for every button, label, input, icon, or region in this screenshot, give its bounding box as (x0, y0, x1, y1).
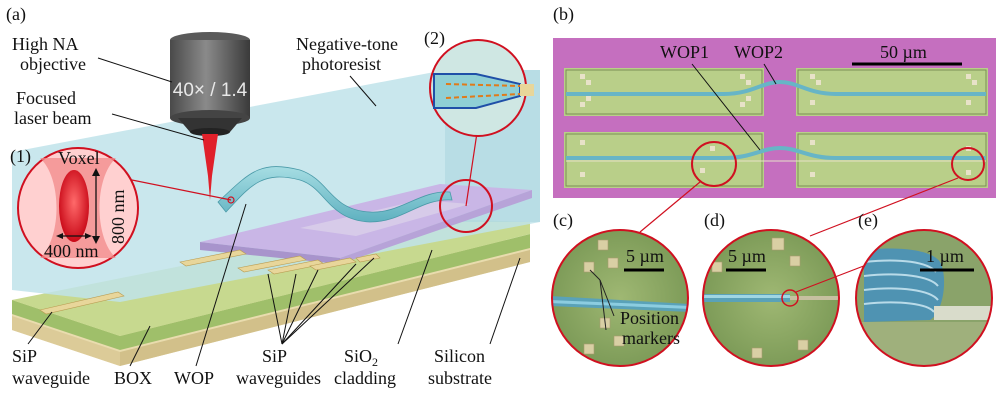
panel-c-label: (c) (553, 210, 573, 231)
panel-d-frame (702, 229, 840, 367)
wop-leader (195, 203, 247, 367)
panel-c: (c) 5 µm Position markers (551, 210, 689, 367)
panel-e-label: (e) (858, 210, 878, 231)
photoresist-label-line2: photoresist (302, 54, 381, 74)
silicon-label-line1: Silicon (434, 346, 485, 366)
panel-d-label: (d) (704, 210, 725, 231)
wop-structure (217, 166, 453, 223)
sio2-label-line2: cladding (334, 368, 396, 388)
zoom-circle-e-source (781, 289, 799, 307)
zoom-leader-c (639, 181, 701, 233)
sip-waveguides-label-line1: SiP (262, 346, 287, 366)
sip-waveguide-leader (27, 311, 53, 345)
scale-label-d: 5 µm (728, 246, 766, 266)
scale-label-c: 5 µm (626, 246, 664, 266)
sio2-leader (397, 249, 433, 345)
scale-label-e: 1 µm (926, 246, 964, 266)
wop1-label: WOP1 (660, 42, 709, 62)
objective-lens: 40× / 1.4 (170, 32, 250, 136)
panel-a: (a) (6, 4, 540, 388)
objective-magnification-text: 40× / 1.4 (173, 80, 248, 101)
wop-label: WOP (174, 368, 214, 388)
objective-label-line2: objective (20, 54, 86, 74)
voxel-label: Voxel (58, 148, 100, 168)
voxel-height-label: 800 nm (108, 189, 128, 244)
markers-label-line1: Position (620, 308, 679, 328)
panel-b-label: (b) (553, 4, 574, 25)
sip-waveguide-label-line2: waveguide (12, 368, 90, 388)
objective-label-line1: High NA (12, 34, 79, 54)
panel-b: (b) (553, 4, 996, 237)
voxel-ellipse (59, 170, 89, 242)
inset-voxel: Voxel 800 nm 400 nm (1) (10, 146, 232, 269)
wop2-label: WOP2 (734, 42, 783, 62)
scale-label-50um: 50 µm (880, 42, 927, 62)
laser-leader (111, 113, 205, 141)
panel-d: (d) 5 µm (702, 210, 875, 367)
panel-a-label: (a) (6, 4, 26, 25)
wop2-leader (763, 63, 777, 85)
zoom-circle-c-source (691, 141, 737, 187)
wop1-wire (566, 145, 986, 160)
wop2-wire (566, 79, 986, 96)
zoom-leader-d (809, 177, 959, 237)
panel-e: (e) 1 µm (855, 210, 993, 367)
wop1-leader (691, 63, 761, 151)
sip-waveguides (39, 249, 381, 315)
markers-label-line2: markers (622, 328, 680, 348)
panel-c-frame (551, 229, 689, 367)
photoresist-leader (349, 75, 377, 107)
panel-e-frame (855, 229, 993, 367)
inset-taper: (2) (424, 28, 534, 233)
sip-waveguides-leaders (267, 257, 375, 345)
laser-label-line1: Focused (16, 88, 76, 108)
sip-waveguide-label-line1: SiP (12, 346, 37, 366)
objective-leader (97, 57, 173, 83)
voxel-width-label: 400 nm (44, 241, 99, 261)
inset2-tag: (2) (424, 28, 445, 49)
photoresist-label-line1: Negative-tone (296, 34, 398, 54)
laser-label-line2: laser beam (14, 108, 91, 128)
zoom-circle-d-source (951, 147, 985, 181)
inset1-tag: (1) (10, 146, 31, 167)
sip-waveguides-label-line2: waveguides (236, 368, 321, 388)
silicon-leader (489, 257, 521, 345)
zoom-leader-e (795, 261, 875, 293)
box-leader (129, 325, 151, 367)
laser-beam (202, 134, 218, 200)
sio2-label-line1: SiO2 (344, 346, 378, 369)
box-label: BOX (114, 368, 152, 388)
silicon-label-line2: substrate (428, 368, 492, 388)
